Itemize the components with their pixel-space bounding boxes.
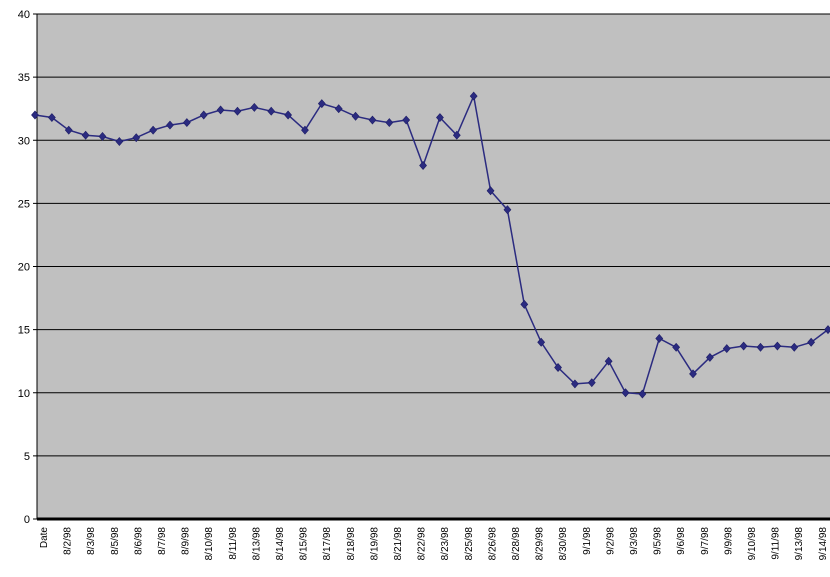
- x-tick-label: 9/5/98: [653, 527, 664, 555]
- data-point: [317, 99, 326, 109]
- data-point: [368, 115, 377, 125]
- x-tick-label: 9/11/98: [771, 527, 782, 560]
- data-point: [773, 341, 782, 351]
- data-point: [132, 133, 141, 143]
- x-tick-label: 9/3/98: [629, 527, 640, 555]
- y-tick-label: 40: [18, 9, 30, 21]
- y-tick-label: 20: [18, 262, 30, 274]
- x-tick-label: 8/18/98: [346, 527, 357, 561]
- x-tick-label: 9/9/98: [723, 527, 734, 555]
- data-point: [756, 342, 765, 352]
- x-tick-label: 8/11/98: [228, 527, 239, 560]
- y-tick-label: 15: [18, 325, 30, 337]
- x-tick-label: 9/10/98: [747, 527, 758, 561]
- x-tick-label: 9/2/98: [605, 527, 616, 555]
- series-line-and-markers: [31, 91, 830, 399]
- x-tick-label: 8/25/98: [464, 527, 475, 561]
- data-point: [571, 379, 579, 389]
- data-point: [351, 111, 360, 121]
- y-tick-label: 10: [18, 388, 30, 400]
- data-point: [722, 344, 731, 354]
- data-point: [419, 161, 427, 170]
- data-point: [739, 341, 748, 351]
- data-point: [199, 110, 208, 120]
- x-tick-label: 8/2/98: [63, 527, 74, 555]
- x-tick-label: 9/6/98: [676, 527, 687, 555]
- data-point: [452, 130, 461, 140]
- data-point: [469, 91, 478, 101]
- data-point: [334, 104, 343, 114]
- data-point: [267, 106, 276, 116]
- gridlines: [37, 13, 830, 457]
- x-tick-label: 8/30/98: [558, 527, 569, 561]
- x-tick-label: 8/6/98: [133, 527, 144, 555]
- data-point: [672, 342, 681, 352]
- data-point: [166, 120, 174, 130]
- data-point: [807, 337, 816, 347]
- data-point: [790, 342, 799, 352]
- data-point: [98, 132, 107, 141]
- x-tick-label: 8/19/98: [369, 527, 380, 561]
- x-tick-label: 8/13/98: [251, 527, 262, 561]
- data-point: [31, 110, 39, 120]
- data-point: [149, 125, 158, 135]
- x-tick-label: 8/29/98: [535, 527, 546, 561]
- data-point: [385, 118, 394, 128]
- data-point: [284, 110, 292, 120]
- data-point: [503, 205, 512, 215]
- x-tick-label: 8/9/98: [181, 527, 192, 555]
- data-point: [216, 105, 225, 115]
- x-tick-label: 8/21/98: [393, 527, 404, 561]
- x-tick-label: 9/7/98: [700, 527, 711, 555]
- x-tick-label: 8/10/98: [204, 527, 215, 561]
- data-point: [537, 337, 546, 347]
- data-point: [824, 325, 830, 335]
- data-point: [638, 389, 647, 399]
- y-tick-label: 25: [18, 198, 30, 210]
- data-point: [587, 378, 596, 388]
- x-tick-label: 8/14/98: [275, 527, 286, 561]
- data-point: [689, 369, 697, 379]
- y-tick-label: 30: [18, 135, 30, 147]
- x-tick-label: 9/14/98: [818, 527, 829, 561]
- x-axis: Date 8/2/98 8/3/98 8/5/98 8/6/98 8/7/98 8/9/98…: [37, 517, 830, 561]
- data-point: [64, 125, 73, 135]
- y-axis: 0 5 10 15 20 25 30 35 40: [18, 9, 38, 526]
- data-point: [554, 363, 562, 372]
- data-point: [402, 115, 411, 125]
- data-point: [182, 118, 191, 128]
- data-point: [705, 352, 714, 362]
- x-tick-label: 8/22/98: [417, 527, 428, 561]
- x-tick-label: 8/17/98: [322, 527, 333, 561]
- x-tick-label: 9/1/98: [582, 527, 593, 555]
- y-tick-label: 35: [18, 72, 30, 84]
- data-point: [81, 130, 90, 140]
- x-axis-start-label: Date: [39, 527, 50, 549]
- x-tick-label: 8/23/98: [440, 527, 451, 561]
- x-tick-label: 8/28/98: [511, 527, 522, 561]
- data-point: [301, 125, 309, 135]
- data-point: [250, 102, 259, 112]
- data-point: [520, 299, 529, 309]
- data-point: [655, 334, 664, 343]
- x-tick-label: 9/13/98: [794, 527, 805, 561]
- data-point: [486, 186, 495, 196]
- x-tick-label: 8/3/98: [86, 527, 97, 555]
- data-point: [47, 113, 56, 122]
- x-tick-label: 8/26/98: [487, 527, 498, 561]
- data-point: [233, 106, 242, 116]
- data-point: [604, 356, 613, 366]
- data-point: [621, 388, 630, 398]
- data-point: [436, 113, 444, 122]
- data-point: [115, 137, 124, 146]
- x-tick-label: 8/15/98: [299, 527, 310, 561]
- x-tick-label: 8/5/98: [110, 527, 121, 555]
- y-tick-label: 5: [24, 451, 30, 463]
- y-tick-label: 0: [24, 514, 30, 526]
- x-tick-label: 8/7/98: [157, 527, 168, 555]
